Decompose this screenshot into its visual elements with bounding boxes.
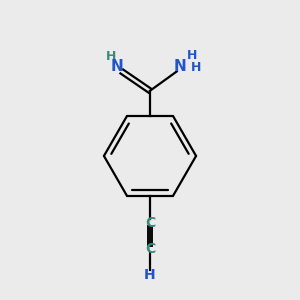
Text: N: N <box>111 58 124 74</box>
Text: H: H <box>144 268 156 283</box>
Text: N: N <box>173 58 186 74</box>
Text: C: C <box>145 242 155 256</box>
Text: H: H <box>186 49 197 62</box>
Text: H: H <box>106 50 116 63</box>
Text: H: H <box>191 61 201 74</box>
Text: C: C <box>145 216 155 230</box>
